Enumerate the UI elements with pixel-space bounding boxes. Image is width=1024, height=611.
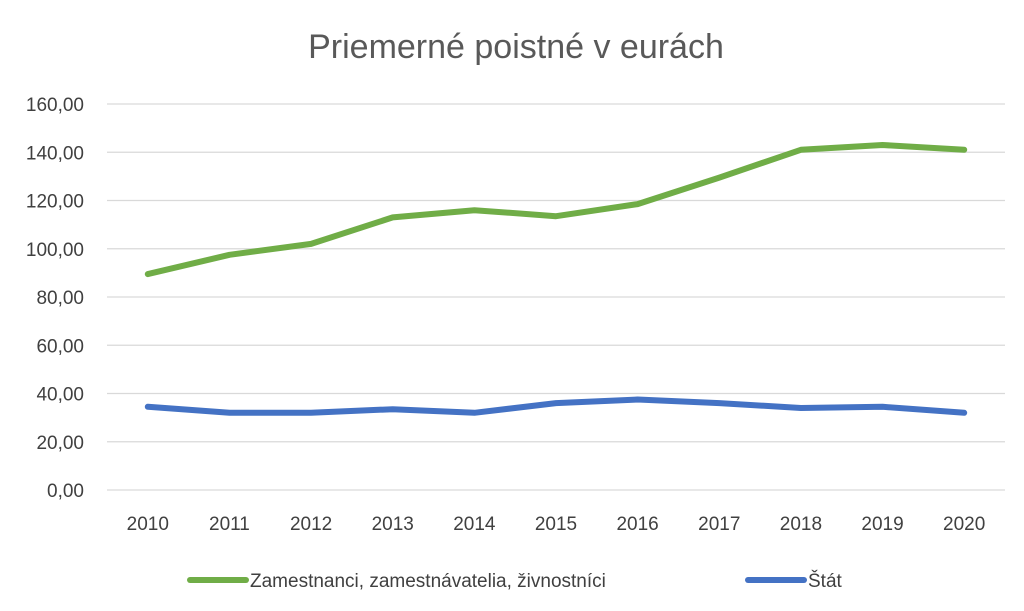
legend: Zamestnanci, zamestnávatelia, živnostníc… xyxy=(187,570,843,592)
data-point xyxy=(555,215,557,217)
data-point xyxy=(882,144,884,146)
x-tick-label: 2019 xyxy=(861,514,903,535)
data-point xyxy=(800,407,802,409)
x-tick-label: 2012 xyxy=(290,514,332,535)
series-line-0 xyxy=(144,142,968,278)
y-axis-tick-labels: 0,00 20,00 40,00 60,00 80,00 100,00 120,00 140,… xyxy=(26,95,84,502)
y-tick-label: 160,00 xyxy=(26,95,84,116)
data-point xyxy=(310,412,312,414)
data-point xyxy=(882,406,884,408)
data-point xyxy=(147,273,149,275)
data-point xyxy=(392,216,394,218)
data-point xyxy=(147,406,149,408)
data-point xyxy=(228,254,230,256)
data-point xyxy=(473,209,475,211)
data-point xyxy=(718,177,720,179)
legend-label: Zamestnanci, zamestnávatelia, živnostníc… xyxy=(250,571,606,592)
x-axis-tick-labels: 2010 2011 2012 2013 2014 2015 2016 2017 2018 2019… xyxy=(127,514,986,535)
y-tick-label: 80,00 xyxy=(36,288,84,309)
data-point xyxy=(718,402,720,404)
x-tick-label: 2010 xyxy=(127,514,169,535)
series-line-1 xyxy=(144,396,968,416)
legend-label: Štát xyxy=(808,570,843,592)
data-point xyxy=(392,408,394,410)
data-point xyxy=(637,203,639,205)
data-point xyxy=(963,412,965,414)
x-tick-label: 2017 xyxy=(698,514,740,535)
y-tick-label: 60,00 xyxy=(36,336,84,357)
data-point xyxy=(310,243,312,245)
series-lines xyxy=(144,142,968,416)
y-tick-label: 100,00 xyxy=(26,240,84,261)
data-point xyxy=(228,412,230,414)
x-tick-label: 2013 xyxy=(372,514,414,535)
y-tick-label: 20,00 xyxy=(36,433,84,454)
x-tick-label: 2015 xyxy=(535,514,577,535)
x-tick-label: 2020 xyxy=(943,514,985,535)
chart-title: Priemerné poistné v eurách xyxy=(308,28,724,66)
x-tick-label: 2016 xyxy=(616,514,658,535)
data-point xyxy=(963,149,965,151)
y-tick-label: 0,00 xyxy=(47,481,84,502)
data-point xyxy=(555,402,557,404)
x-tick-label: 2011 xyxy=(209,514,250,535)
x-tick-label: 2014 xyxy=(453,514,496,535)
y-tick-label: 40,00 xyxy=(36,385,84,406)
data-point xyxy=(473,412,475,414)
y-tick-label: 140,00 xyxy=(26,143,84,164)
gridlines xyxy=(107,103,1005,491)
x-tick-label: 2018 xyxy=(780,514,822,535)
y-tick-label: 120,00 xyxy=(26,192,84,213)
data-point xyxy=(800,149,802,151)
data-point xyxy=(637,399,639,401)
